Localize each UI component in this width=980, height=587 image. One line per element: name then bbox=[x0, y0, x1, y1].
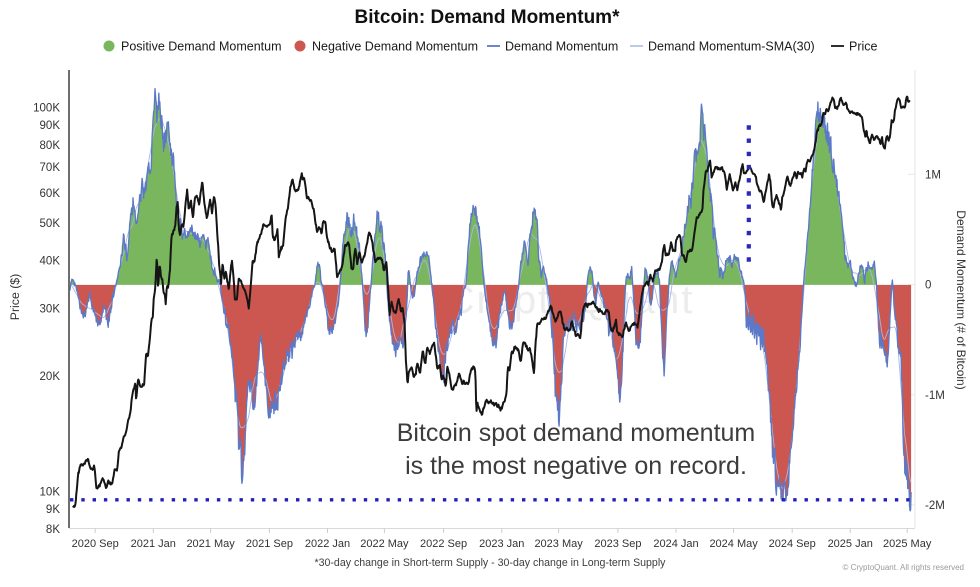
svg-text:30K: 30K bbox=[40, 303, 61, 315]
svg-text:2025 Jan: 2025 Jan bbox=[828, 538, 873, 550]
svg-text:2023 Sep: 2023 Sep bbox=[594, 538, 641, 550]
svg-text:0: 0 bbox=[925, 280, 931, 292]
svg-text:8K: 8K bbox=[46, 524, 60, 536]
svg-text:70K: 70K bbox=[40, 162, 61, 174]
svg-text:1M: 1M bbox=[925, 169, 941, 181]
svg-text:2022 Jan: 2022 Jan bbox=[305, 538, 350, 550]
svg-text:is the most negative on record: is the most negative on record. bbox=[405, 452, 747, 480]
svg-text:Demand Momentum: Demand Momentum bbox=[505, 40, 618, 54]
svg-text:50K: 50K bbox=[40, 218, 61, 230]
svg-text:2023 Jan: 2023 Jan bbox=[479, 538, 524, 550]
svg-text:*30-day change in Short-term S: *30-day change in Short-term Supply - 30… bbox=[315, 557, 667, 569]
svg-text:2024 Sep: 2024 Sep bbox=[769, 538, 816, 550]
svg-text:2023 May: 2023 May bbox=[534, 538, 583, 550]
svg-text:-2M: -2M bbox=[925, 500, 945, 512]
svg-text:2021 May: 2021 May bbox=[186, 538, 235, 550]
svg-text:90K: 90K bbox=[40, 120, 61, 132]
svg-text:Negative Demand Momentum: Negative Demand Momentum bbox=[312, 40, 478, 54]
svg-text:9K: 9K bbox=[46, 504, 60, 516]
svg-text:20K: 20K bbox=[40, 371, 61, 383]
svg-text:80K: 80K bbox=[40, 140, 61, 152]
svg-text:10K: 10K bbox=[40, 487, 61, 499]
svg-text:2025 May: 2025 May bbox=[883, 538, 932, 550]
svg-text:Demand Momentum-SMA(30): Demand Momentum-SMA(30) bbox=[648, 40, 815, 54]
svg-text:Bitcoin spot demand momentum: Bitcoin spot demand momentum bbox=[397, 419, 756, 447]
svg-text:40K: 40K bbox=[40, 255, 61, 267]
svg-text:2020 Sep: 2020 Sep bbox=[72, 538, 119, 550]
svg-text:© CryptoQuant. All rights rese: © CryptoQuant. All rights reserved bbox=[843, 563, 965, 572]
svg-text:-1M: -1M bbox=[925, 390, 945, 402]
svg-text:100K: 100K bbox=[33, 103, 60, 115]
svg-text:2024 May: 2024 May bbox=[709, 538, 758, 550]
svg-text:2022 Sep: 2022 Sep bbox=[420, 538, 467, 550]
svg-text:Positive Demand Momentum: Positive Demand Momentum bbox=[121, 40, 281, 54]
svg-text:2022 May: 2022 May bbox=[360, 538, 409, 550]
svg-text:2021 Sep: 2021 Sep bbox=[246, 538, 293, 550]
svg-text:2021 Jan: 2021 Jan bbox=[131, 538, 176, 550]
svg-text:Demand Momentum (# of Bitcoin): Demand Momentum (# of Bitcoin) bbox=[954, 210, 968, 389]
svg-text:2024 Jan: 2024 Jan bbox=[653, 538, 698, 550]
svg-text:Price: Price bbox=[849, 40, 878, 54]
svg-text:Price ($): Price ($) bbox=[8, 274, 22, 320]
svg-text:60K: 60K bbox=[40, 188, 61, 200]
svg-text:Bitcoin: Demand Momentum*: Bitcoin: Demand Momentum* bbox=[355, 7, 621, 28]
